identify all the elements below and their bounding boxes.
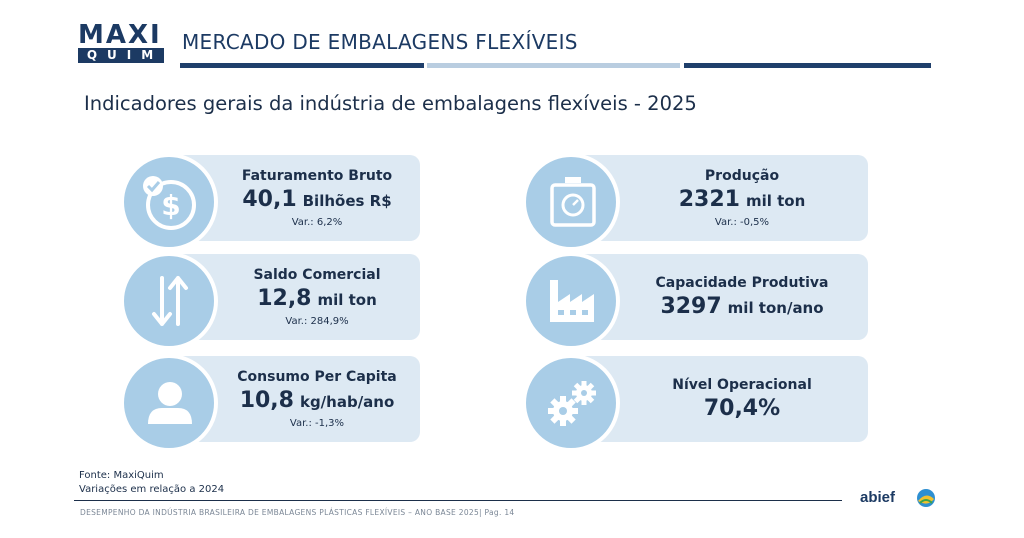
card-variation: Var.: 284,9% (285, 315, 349, 327)
indicator-card-nivel: Nível Operacional 70,4% (522, 354, 868, 452)
factory-icon (550, 280, 594, 322)
svg-text:$: $ (161, 189, 180, 222)
card-background (574, 356, 868, 442)
card-background (574, 155, 868, 241)
header-divider-middle (427, 63, 680, 68)
icon-circle (120, 354, 218, 452)
logo-bottom-text: QUIM (78, 48, 164, 63)
logo-top-text: MAXI (78, 20, 162, 50)
indicator-card-consumo: Consumo Per Capita 10,8 kg/hab/ano Var.:… (120, 354, 420, 452)
indicator-card-saldo: Saldo Comercial 12,8 mil ton Var.: 284,9… (120, 252, 420, 350)
abief-emblem-icon (917, 489, 935, 507)
abief-logo-text: abief (860, 489, 896, 506)
card-value: 40,1 (242, 186, 297, 212)
header-divider-left (180, 63, 424, 68)
card-variation: Var.: -1,3% (289, 417, 345, 429)
dollar-icon: $ (143, 176, 196, 230)
header-divider-right (684, 63, 931, 68)
section-subtitle: Indicadores gerais da indústria de embal… (84, 92, 697, 115)
card-unit: kg/hab/ano (299, 392, 395, 411)
icon-circle (522, 354, 620, 452)
card-variation: Var.: 6,2% (291, 216, 343, 228)
footer-caption: DESEMPENHO DA INDÚSTRIA BRASILEIRA DE EM… (80, 508, 515, 517)
indicator-card-producao: Produção 2321 mil ton Var.: -0,5% (522, 153, 868, 251)
card-label: Consumo Per Capita (237, 368, 397, 385)
card-value: 3297 (660, 293, 722, 319)
icon-circle (120, 252, 218, 350)
page-title: MERCADO DE EMBALAGENS FLEXÍVEIS (182, 30, 578, 54)
card-label: Capacidade Produtiva (655, 274, 829, 291)
variation-note: Variações em relação a 2024 (79, 484, 225, 495)
person-icon (148, 382, 192, 424)
card-background (574, 254, 868, 340)
card-value: 2321 (678, 186, 740, 212)
indicator-card-faturamento: $ Faturamento Bruto 40,1 Bilhões R$ Var.… (120, 153, 420, 251)
source-note: Fonte: MaxiQuim (79, 470, 164, 481)
card-label: Saldo Comercial (253, 266, 381, 283)
icon-circle (522, 153, 620, 251)
card-value: 70,4% (703, 396, 781, 421)
card-unit: mil ton (745, 191, 806, 210)
gears-icon (548, 381, 596, 426)
maxiquim-logo: MAXI QUIM (78, 22, 164, 63)
abief-logo: abief (860, 487, 940, 517)
card-unit: mil ton (317, 290, 377, 309)
arrows-up-down-icon (152, 276, 188, 326)
footer-divider (74, 500, 842, 501)
card-label: Nível Operacional (672, 377, 812, 393)
icon-circle (522, 252, 620, 350)
footer-notes: Fonte: MaxiQuim Variações em relação a 2… (79, 469, 224, 497)
card-variation: Var.: -0,5% (714, 216, 770, 228)
card-value: 12,8 (257, 285, 312, 311)
icon-circle: $ (120, 153, 218, 251)
scale-icon (550, 177, 596, 227)
card-value: 10,8 (239, 387, 294, 413)
card-label: Faturamento Bruto (241, 167, 393, 184)
indicator-card-capacidade: Capacidade Produtiva 3297 mil ton/ano (522, 252, 868, 350)
card-label: Produção (704, 167, 780, 184)
card-unit: Bilhões R$ (302, 191, 392, 210)
card-unit: mil ton/ano (727, 298, 824, 317)
